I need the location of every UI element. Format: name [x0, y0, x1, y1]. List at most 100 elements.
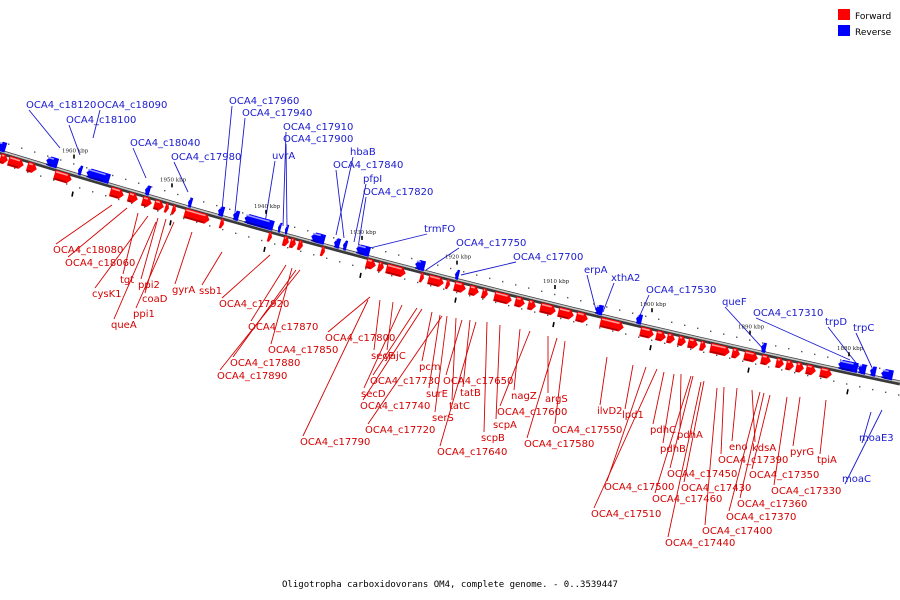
reverse-gene-block[interactable] [837, 359, 859, 373]
gene-label-oca4-c17440[interactable]: OCA4_c17440 [665, 538, 735, 549]
gene-label-oca4-c17750[interactable]: OCA4_c17750 [456, 238, 526, 249]
reverse-gene-block[interactable] [355, 244, 372, 257]
forward-gene-block[interactable] [539, 302, 557, 317]
gene-label-oca4-c18090[interactable]: OCA4_c18090 [97, 100, 167, 111]
forward-gene-block[interactable] [526, 299, 537, 312]
gene-label-moae3[interactable]: moaE3 [859, 433, 894, 444]
forward-gene-block[interactable] [52, 169, 73, 185]
gene-label-oca4-c17790[interactable]: OCA4_c17790 [300, 437, 370, 448]
reverse-gene-block[interactable] [454, 269, 461, 280]
forward-gene-block[interactable] [376, 261, 385, 272]
gene-label-args[interactable]: argS [545, 394, 568, 405]
forward-gene-block[interactable] [218, 218, 226, 229]
forward-gene-block[interactable] [418, 272, 425, 283]
forward-gene-block[interactable] [731, 347, 741, 360]
gene-label-oca4-c17890[interactable]: OCA4_c17890 [217, 371, 287, 382]
gene-label-erpa[interactable]: erpA [584, 265, 608, 276]
gene-label-oca4-c17730[interactable]: OCA4_c17730 [370, 376, 440, 387]
forward-gene-block[interactable] [480, 288, 489, 299]
gene-label-oca4-c17510[interactable]: OCA4_c17510 [591, 509, 661, 520]
gene-label-tatb[interactable]: tatB [460, 388, 481, 399]
gene-label-oca4-c17450[interactable]: OCA4_c17450 [667, 469, 737, 480]
reverse-gene-block[interactable] [187, 197, 194, 208]
gene-label-ppi1[interactable]: ppi1 [133, 309, 155, 320]
gene-label-pdhb[interactable]: pdhB [660, 444, 686, 455]
gene-label-oca4-c18060[interactable]: OCA4_c18060 [65, 258, 135, 269]
gene-label-pdhc[interactable]: pdhC [650, 425, 676, 436]
forward-gene-block[interactable] [557, 306, 575, 320]
forward-gene-block[interactable] [687, 337, 699, 350]
gene-label-moac[interactable]: moaC [842, 474, 871, 485]
forward-gene-block[interactable] [743, 350, 759, 363]
forward-gene-block[interactable] [427, 274, 445, 288]
gene-label-oca4-c17350[interactable]: OCA4_c17350 [749, 470, 819, 481]
reverse-gene-block[interactable] [284, 224, 290, 235]
gene-label-ilvd2[interactable]: ilvD2 [597, 406, 623, 417]
gene-label-nagz[interactable]: nagZ [511, 391, 537, 402]
forward-gene-block[interactable] [665, 332, 676, 345]
reverse-gene-block[interactable] [232, 210, 241, 222]
reverse-gene-block[interactable] [217, 206, 226, 217]
gene-label-oca4-c18100[interactable]: OCA4_c18100 [66, 115, 136, 126]
gene-label-oca4-c17390[interactable]: OCA4_c17390 [718, 455, 788, 466]
gene-label-oca4-c18080[interactable]: OCA4_c18080 [53, 245, 123, 256]
forward-gene-block[interactable] [709, 342, 731, 357]
gene-label-lpd1[interactable]: lpd1 [622, 410, 644, 421]
gene-label-oca4-c18120[interactable]: OCA4_c18120 [26, 100, 96, 111]
gene-label-oca4-c17840[interactable]: OCA4_c17840 [333, 160, 403, 171]
gene-label-hbab[interactable]: hbaB [350, 147, 376, 158]
forward-gene-block[interactable] [281, 235, 290, 247]
reverse-gene-block[interactable] [414, 259, 427, 272]
gene-label-eno[interactable]: eno [729, 442, 748, 453]
gene-label-coad[interactable]: coaD [142, 294, 168, 305]
forward-gene-block[interactable] [108, 186, 125, 201]
forward-gene-block[interactable] [760, 354, 772, 366]
gene-label-oca4-c17820[interactable]: OCA4_c17820 [363, 187, 433, 198]
gene-label-oca4-c17910[interactable]: OCA4_c17910 [283, 122, 353, 133]
reverse-gene-block[interactable] [144, 185, 152, 196]
gene-label-pdha[interactable]: pdhA [677, 430, 703, 441]
forward-gene-block[interactable] [126, 191, 139, 204]
forward-gene-block[interactable] [795, 361, 805, 373]
gene-label-scpa[interactable]: scpA [493, 420, 517, 431]
gene-label-ssb1[interactable]: ssb1 [199, 286, 222, 297]
gene-label-ppi2[interactable]: ppi2 [138, 280, 160, 291]
gene-label-xtha2[interactable]: xthA2 [611, 273, 640, 284]
gene-label-oca4-c17400[interactable]: OCA4_c17400 [702, 526, 772, 537]
forward-gene-block[interactable] [296, 239, 304, 251]
gene-label-secf[interactable]: secF [371, 351, 394, 362]
reverse-gene-block[interactable] [869, 366, 877, 377]
gene-label-oca4-c17460[interactable]: OCA4_c17460 [652, 494, 722, 505]
forward-gene-block[interactable] [467, 284, 480, 297]
forward-gene-block[interactable] [493, 291, 513, 305]
reverse-gene-block[interactable] [243, 213, 275, 231]
forward-gene-block[interactable] [698, 340, 707, 351]
gene-label-sers[interactable]: serS [432, 413, 454, 424]
gene-label-oca4-c17800[interactable]: OCA4_c17800 [325, 333, 395, 344]
gene-label-quea[interactable]: queA [111, 320, 137, 331]
gene-label-oca4-c17920[interactable]: OCA4_c17920 [219, 299, 289, 310]
forward-gene-block[interactable] [513, 296, 526, 308]
reverse-gene-block[interactable] [77, 165, 84, 176]
gene-label-secd[interactable]: secD [361, 389, 386, 400]
gene-label-kdsa[interactable]: kdsA [752, 443, 776, 454]
reverse-gene-block[interactable] [635, 314, 644, 325]
gene-label-trpc[interactable]: trpC [853, 323, 874, 334]
forward-gene-block[interactable] [654, 330, 667, 342]
gene-label-oca4-c17850[interactable]: OCA4_c17850 [268, 345, 338, 356]
gene-label-pyrg[interactable]: pyrG [790, 447, 814, 458]
forward-gene-block[interactable] [364, 258, 377, 270]
forward-gene-block[interactable] [170, 204, 178, 216]
reverse-gene-block[interactable] [342, 240, 349, 251]
reverse-gene-block[interactable] [333, 238, 342, 249]
gene-label-oca4-c17600[interactable]: OCA4_c17600 [497, 407, 567, 418]
forward-gene-block[interactable] [140, 195, 153, 208]
forward-gene-block[interactable] [183, 208, 211, 225]
gene-label-oca4-c17960[interactable]: OCA4_c17960 [229, 96, 299, 107]
forward-gene-block[interactable] [819, 367, 833, 379]
gene-label-oca4-c17720[interactable]: OCA4_c17720 [365, 425, 435, 436]
reverse-gene-block[interactable] [310, 231, 327, 245]
forward-gene-block[interactable] [785, 359, 795, 371]
forward-gene-block[interactable] [163, 202, 171, 214]
gene-label-oca4-c17940[interactable]: OCA4_c17940 [242, 108, 312, 119]
